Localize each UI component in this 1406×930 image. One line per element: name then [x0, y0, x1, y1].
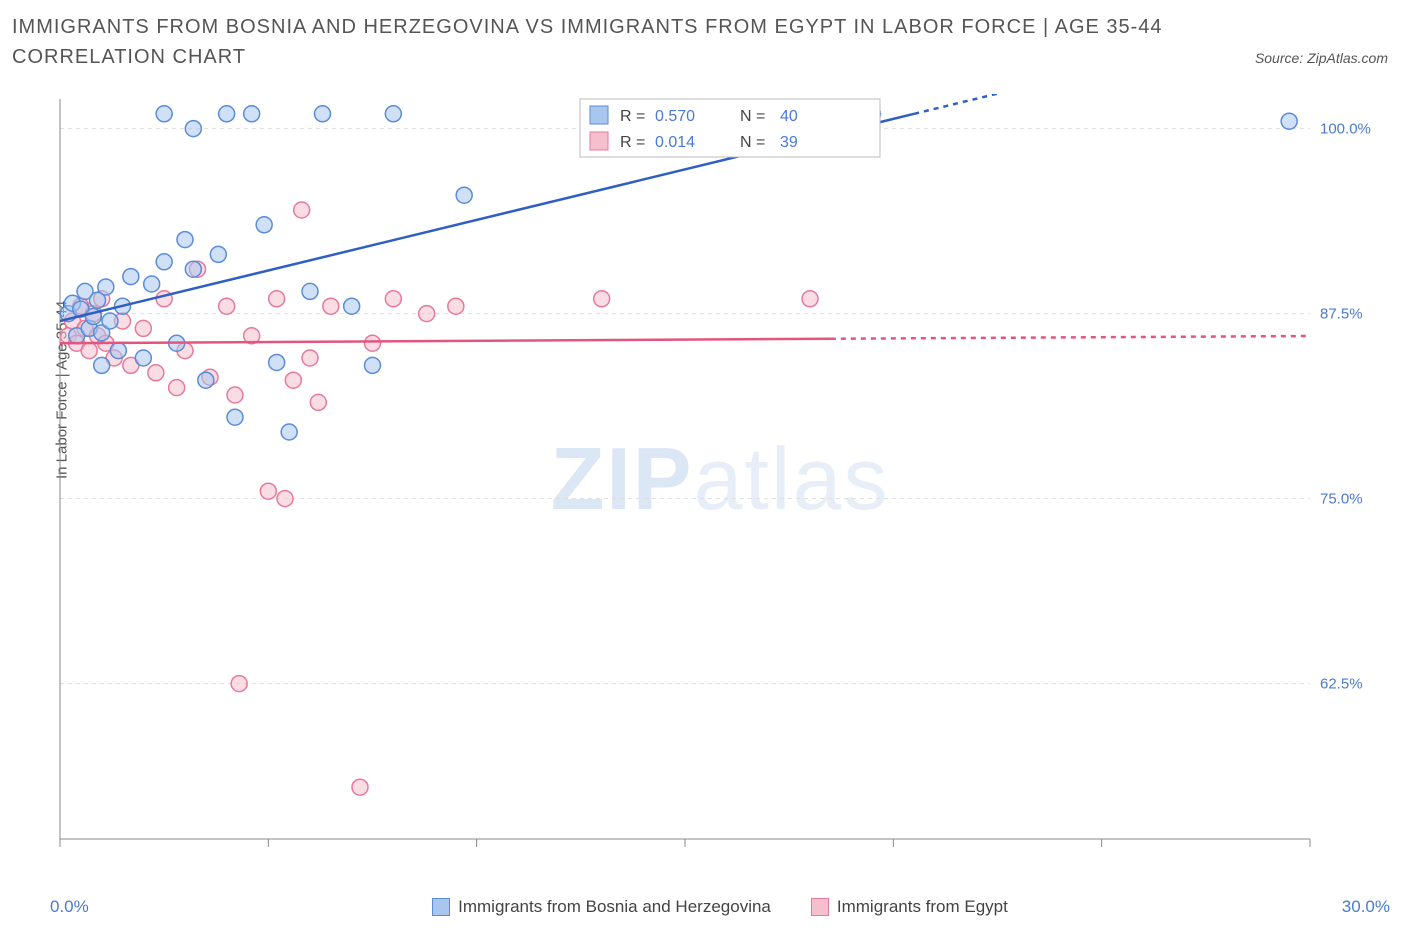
legend-swatch-bosnia [432, 898, 450, 916]
svg-text:N =: N = [740, 134, 765, 151]
scatter-chart: 62.5% 75.0% 87.5% 100.0% R = 0.570 N = 40 R = 0.0… [50, 94, 1390, 864]
svg-text:N =: N = [740, 108, 765, 125]
legend-item-bosnia: Immigrants from Bosnia and Herzegovina [432, 897, 771, 917]
legend-label-bosnia: Immigrants from Bosnia and Herzegovina [458, 897, 771, 917]
svg-text:75.0%: 75.0% [1320, 491, 1363, 508]
svg-text:87.5%: 87.5% [1320, 306, 1363, 323]
chart-title: IMMIGRANTS FROM BOSNIA AND HERZEGOVINA V… [12, 12, 1246, 72]
svg-text:62.5%: 62.5% [1320, 676, 1363, 693]
svg-text:39: 39 [780, 134, 798, 151]
svg-text:100.0%: 100.0% [1320, 121, 1371, 138]
chart-container: IMMIGRANTS FROM BOSNIA AND HERZEGOVINA V… [0, 0, 1406, 930]
legend-swatch-egypt [811, 898, 829, 916]
svg-text:0.014: 0.014 [655, 134, 695, 151]
x-max-label: 30.0% [1342, 897, 1390, 917]
svg-text:R =: R = [620, 108, 645, 125]
legend-item-egypt: Immigrants from Egypt [811, 897, 1008, 917]
x-min-label: 0.0% [50, 897, 89, 917]
plot-area: In Labor Force | Age 35-44 ZIPatlas 62.5… [50, 94, 1390, 864]
bottom-legend: 0.0% Immigrants from Bosnia and Herzegov… [50, 892, 1390, 922]
source-attribution: Source: ZipAtlas.com [1255, 50, 1388, 66]
legend-label-egypt: Immigrants from Egypt [837, 897, 1008, 917]
svg-text:40: 40 [780, 108, 798, 125]
svg-text:R =: R = [620, 134, 645, 151]
svg-text:0.570: 0.570 [655, 108, 695, 125]
